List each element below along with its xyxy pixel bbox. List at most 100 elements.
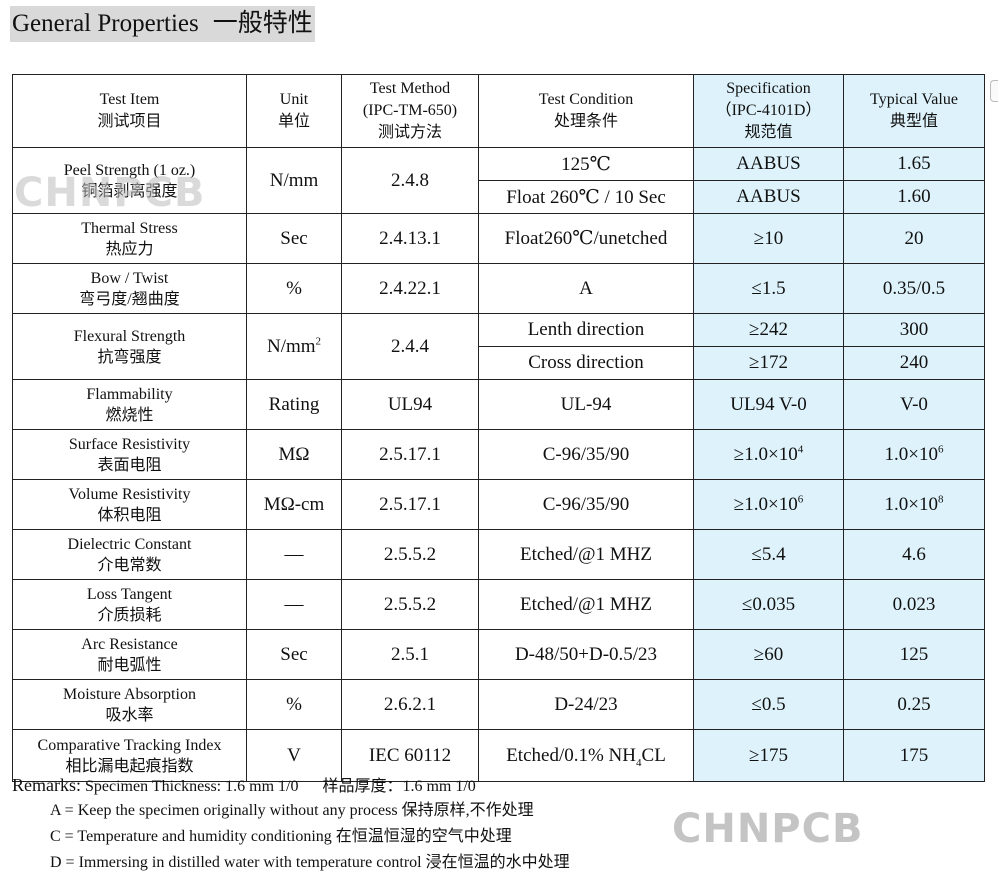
value-text: ≥1.0×10 xyxy=(733,493,798,515)
condition-cell: UL-94 xyxy=(478,379,694,430)
superscript: 2 xyxy=(315,335,322,348)
superscript: 6 xyxy=(937,443,944,456)
method-cell: 2.5.5.2 xyxy=(341,579,479,630)
table-row: Thermal Stress 热应力 Sec 2.4.13.1 Float260℃/un… xyxy=(12,213,985,264)
table-row: Bow / Twist 弯弓度/翘曲度% 2.4.22.1 A ≤1.5 0.35/0.5 xyxy=(12,263,985,314)
item-zh: 弯弓度/翘曲度 xyxy=(79,290,180,308)
spec-cell: ≤5.4 xyxy=(693,529,844,580)
remark-a: A = Keep the specimen originally without… xyxy=(50,802,534,819)
spec-cell: UL94 V-0 xyxy=(693,379,844,430)
test-item-cell: Thermal Stress 热应力 xyxy=(12,213,247,264)
item-zh: 耐电弧性 xyxy=(97,656,162,674)
test-item-cell: Dielectric Constant 介电常数 xyxy=(12,529,247,580)
typical-cell: 175 xyxy=(843,729,985,782)
typical-cell: 1.65 xyxy=(843,147,985,181)
condition-cell: D-24/23 xyxy=(478,679,694,730)
item-en: Bow / Twist xyxy=(90,269,169,287)
unit-cell: — xyxy=(246,579,342,630)
typical-cell: 1.0×108 xyxy=(843,479,985,530)
item-en: Thermal Stress xyxy=(81,219,178,237)
spec-cell: AABUS xyxy=(693,180,844,214)
spec-cell: ≥1.0×104 xyxy=(693,429,844,480)
item-zh: 抗弯强度 xyxy=(97,348,162,366)
watermark-bottom: CHNPCB xyxy=(672,806,864,852)
unit-cell: N/mm2 xyxy=(246,313,342,380)
scroll-handle[interactable] xyxy=(990,80,998,102)
item-zh: 铜箔剥离强度 xyxy=(81,182,178,200)
typical-cell: 1.60 xyxy=(843,180,985,214)
header-test-method: Test Method (IPC-TM-650) 测试方法 xyxy=(341,74,479,148)
method-cell: 2.4.4 xyxy=(341,313,479,380)
superscript: 4 xyxy=(797,443,804,456)
item-zh: 吸水率 xyxy=(105,706,154,724)
typical-cell: 4.6 xyxy=(843,529,985,580)
condition-cell: C-96/35/90 xyxy=(478,479,694,530)
value-text: ≥1.0×10 xyxy=(733,443,798,465)
table-row: Float 260℃ / 10 Sec AABUS 1.60 xyxy=(13,180,985,214)
unit-cell: — xyxy=(246,529,342,580)
unit-cell: MΩ-cm xyxy=(246,479,342,530)
table-row: Cross direction ≥172 240 xyxy=(13,346,985,380)
table-row: Surface Resistivity 表面电阻 MΩ 2.5.17.1 C-96/35… xyxy=(12,429,985,480)
method-cell: 2.5.17.1 xyxy=(341,479,479,530)
condition-cell: Lenth direction xyxy=(478,313,694,347)
item-zh: 燃烧性 xyxy=(105,406,154,424)
item-en: Flammability xyxy=(86,385,173,403)
method-cell: 2.4.13.1 xyxy=(341,213,479,264)
header-unit: Unit 单位 xyxy=(246,74,342,148)
typical-cell: 0.25 xyxy=(843,679,985,730)
test-item-cell: Comparative Tracking Index 相比漏电起痕指数 xyxy=(12,729,247,782)
unit-cell: N/mm xyxy=(246,147,342,214)
test-item-cell: Flammability 燃烧性 xyxy=(12,379,247,430)
table-row: Flexural Strength 抗弯强度 N/mm2 2.4.4 Lenth dir… xyxy=(12,313,985,380)
condition-cell: 125℃ xyxy=(478,147,694,181)
test-item-cell: Moisture Absorption 吸水率 xyxy=(12,679,247,730)
superscript: 8 xyxy=(937,493,944,506)
method-cell: 2.5.5.2 xyxy=(341,529,479,580)
condition-cell: Float 260℃ / 10 Sec xyxy=(478,180,694,214)
spec-cell: ≥242 xyxy=(693,313,844,347)
condition-cell: C-96/35/90 xyxy=(478,429,694,480)
superscript: 6 xyxy=(797,493,804,506)
remarks-thickness: Specimen Thickness: 1.6 mm 1/0 样品厚度：1.6 … xyxy=(85,778,476,795)
test-item-cell: Loss Tangent 介质损耗 xyxy=(12,579,247,630)
spec-cell: ≤0.035 xyxy=(693,579,844,630)
method-cell: 2.4.8 xyxy=(341,147,479,214)
properties-table: Test Item 测试项目 Unit 单位 Test Method (IPC-TM-… xyxy=(12,74,985,782)
value-text: Etched/0.1% NH xyxy=(506,744,637,766)
item-en: Flexural Strength xyxy=(73,327,186,345)
spec-cell: ≥10 xyxy=(693,213,844,264)
typical-cell: 0.35/0.5 xyxy=(843,263,985,314)
condition-cell: Float260℃/unetched xyxy=(478,213,694,264)
condition-cell: Etched/@1 MHZ xyxy=(478,579,694,630)
method-cell: 2.6.2.1 xyxy=(341,679,479,730)
item-zh: 体积电阻 xyxy=(97,506,162,524)
method-cell: 2.4.22.1 xyxy=(341,263,479,314)
item-en: Peel Strength (1 oz.) xyxy=(63,161,196,179)
watermark: CHNPCB xyxy=(14,170,206,216)
title-zh: 一般特性 xyxy=(212,10,313,37)
value-text: CL xyxy=(641,744,666,766)
item-zh: 相比漏电起痕指数 xyxy=(65,757,194,775)
item-zh: 表面电阻 xyxy=(97,456,162,474)
unit-cell: MΩ xyxy=(246,429,342,480)
superscript: 4 xyxy=(636,756,642,769)
test-item-cell: Bow / Twist 弯弓度/翘曲度 xyxy=(12,263,247,314)
condition-cell: D-48/50+D-0.5/23 xyxy=(478,629,694,680)
unit-cell: % xyxy=(246,679,342,730)
header-test-item: Test Item 测试项目 xyxy=(12,74,247,148)
remarks-block: Remarks: Specimen Thickness: 1.6 mm 1/0 … xyxy=(12,772,570,871)
table-body: Peel Strength (1 oz.) 铜箔剥离强度 N/mm 2.4.8 125℃… xyxy=(12,147,985,782)
table-row: Moisture Absorption 吸水率% 2.6.2.1 D-24/23 ≤0.… xyxy=(12,679,985,730)
table-row: Dielectric Constant 介电常数 —2.5.5.2 Etched/@1… xyxy=(12,529,985,580)
remark-d: D = Immersing in distilled water with te… xyxy=(50,854,570,871)
unit-cell: Rating xyxy=(246,379,342,430)
unit-cell: Sec xyxy=(246,629,342,680)
typical-cell: 20 xyxy=(843,213,985,264)
typical-cell: V-0 xyxy=(843,379,985,430)
test-item-cell: Volume Resistivity 体积电阻 xyxy=(12,479,247,530)
item-zh: 热应力 xyxy=(105,240,154,258)
spec-cell: ≤0.5 xyxy=(693,679,844,730)
item-en: Comparative Tracking Index xyxy=(37,736,222,754)
item-en: Arc Resistance xyxy=(81,635,178,653)
